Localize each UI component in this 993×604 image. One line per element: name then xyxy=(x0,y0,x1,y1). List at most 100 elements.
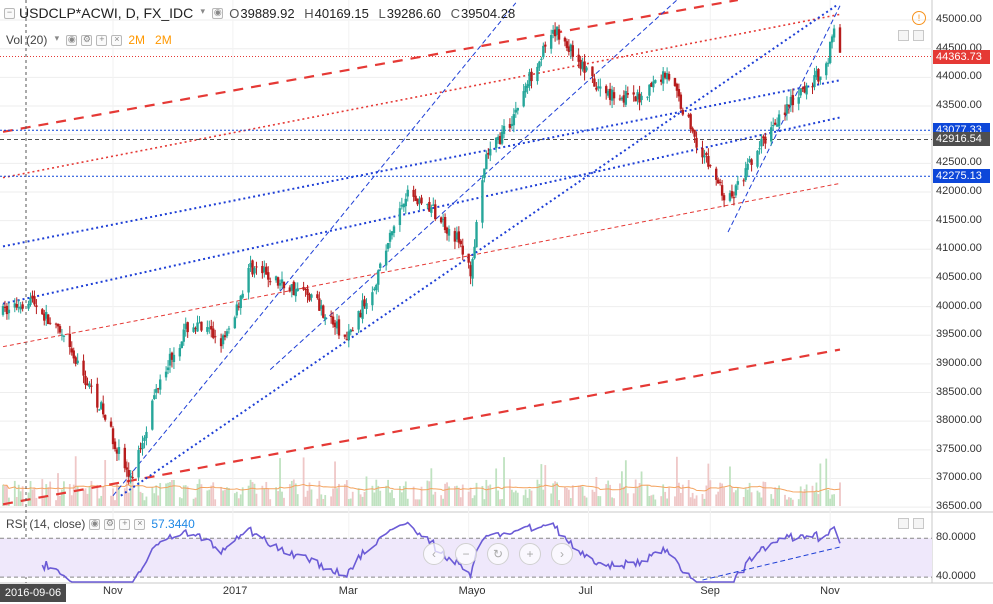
candle-body xyxy=(528,72,531,86)
volume-bar xyxy=(455,485,458,506)
settings-icon[interactable]: ⚙ xyxy=(104,517,116,530)
candle-body xyxy=(648,84,651,96)
candle-body xyxy=(707,155,710,167)
candle-body xyxy=(730,191,734,197)
volume-bar xyxy=(552,483,555,506)
candle-body xyxy=(728,193,732,201)
reset-icon[interactable]: ↻ xyxy=(487,543,509,565)
volume-bar xyxy=(157,495,160,506)
close-icon[interactable]: × xyxy=(134,518,146,530)
volume-bar xyxy=(143,500,146,506)
candle-body xyxy=(414,195,417,201)
y-tick-label: 38000.00 xyxy=(936,414,982,427)
volume-bar xyxy=(528,488,531,506)
volume-bar xyxy=(347,499,350,506)
move-up-icon[interactable] xyxy=(898,30,909,41)
candle-body xyxy=(335,321,339,329)
candle-body xyxy=(269,281,272,283)
volume-bar xyxy=(605,484,608,506)
candle-body xyxy=(557,29,561,40)
candle-body xyxy=(803,86,806,93)
candle-body xyxy=(693,129,696,137)
candle-body xyxy=(196,322,199,332)
candle-body xyxy=(263,267,266,273)
maximize-icon[interactable] xyxy=(913,518,924,529)
candle-body xyxy=(660,79,663,82)
volume-bar xyxy=(626,493,629,506)
scroll-left-icon[interactable]: ‹ xyxy=(423,543,445,565)
volume-bar xyxy=(251,482,254,506)
plus-icon[interactable]: + xyxy=(96,34,108,46)
candle-body xyxy=(402,203,406,208)
volume-bar xyxy=(114,500,116,506)
volume-bar xyxy=(288,484,291,506)
volume-bar xyxy=(377,485,380,506)
candle-body xyxy=(324,317,327,320)
volume-bar xyxy=(402,485,405,506)
candle-body xyxy=(610,89,614,101)
volume-bar xyxy=(565,488,568,506)
candle-body xyxy=(357,310,360,330)
zoom-out-icon[interactable]: − xyxy=(455,543,477,565)
candle-body xyxy=(239,295,242,308)
candle-body xyxy=(813,75,816,88)
candle-body xyxy=(701,147,704,158)
volume-bar xyxy=(530,490,533,506)
volume-bar xyxy=(660,496,663,506)
candle-body xyxy=(679,94,683,109)
candle-body xyxy=(467,253,470,263)
candle-body xyxy=(184,323,187,329)
candle-body xyxy=(475,221,478,248)
candle-body xyxy=(333,322,337,328)
eye-icon[interactable]: ◉ xyxy=(66,33,78,46)
rsi-label[interactable]: RSI (14, close) xyxy=(6,517,86,531)
volume-bar xyxy=(648,496,651,506)
chevron-down-icon[interactable]: ▾ xyxy=(200,5,206,16)
volume-bar xyxy=(442,498,445,506)
candle-body xyxy=(100,402,103,409)
zoom-in-icon[interactable]: + xyxy=(519,543,541,565)
move-up-icon[interactable] xyxy=(898,518,909,529)
volume-bar xyxy=(744,488,747,506)
scroll-right-icon[interactable]: › xyxy=(551,543,573,565)
volume-bar xyxy=(249,479,252,506)
candle-body xyxy=(223,335,227,338)
candle-body xyxy=(687,114,690,117)
x-tick-label: Jul xyxy=(578,585,593,597)
alert-icon[interactable]: ! xyxy=(912,11,926,25)
volume-label[interactable]: Vol (20) xyxy=(6,33,48,47)
volume-bar xyxy=(112,488,114,506)
candle-body xyxy=(212,328,215,338)
candle-body xyxy=(512,114,516,126)
plus-icon[interactable]: + xyxy=(119,518,131,530)
candle-body xyxy=(748,159,751,163)
candle-body xyxy=(709,165,712,167)
volume-bar xyxy=(398,486,401,506)
candle-body xyxy=(542,45,545,58)
candle-body xyxy=(261,265,264,274)
collapse-icon[interactable]: − xyxy=(4,7,15,19)
y-tick-label: 39000.00 xyxy=(936,356,982,369)
candle-body xyxy=(718,181,722,183)
volume-bar xyxy=(220,486,222,506)
volume-bar xyxy=(275,487,278,506)
volume-bar xyxy=(387,479,389,506)
maximize-icon[interactable] xyxy=(913,30,924,41)
candle-body xyxy=(168,353,172,366)
candle-body xyxy=(654,80,657,83)
eye-icon[interactable]: ◉ xyxy=(89,517,101,530)
candle-body xyxy=(439,217,443,223)
chevron-down-icon[interactable]: ▾ xyxy=(54,32,60,43)
eye-icon[interactable]: ◉ xyxy=(212,6,224,19)
symbol-title[interactable]: USDCLP*ACWI, D, FX_IDC xyxy=(19,5,194,21)
candle-body xyxy=(249,262,252,268)
candle-body xyxy=(398,208,402,225)
candle-body xyxy=(33,296,36,305)
volume-bar xyxy=(373,492,376,506)
close-icon[interactable]: × xyxy=(111,34,123,46)
settings-icon[interactable]: ⚙ xyxy=(81,33,93,46)
volume-bar xyxy=(304,496,307,506)
volume-bar xyxy=(35,497,38,506)
